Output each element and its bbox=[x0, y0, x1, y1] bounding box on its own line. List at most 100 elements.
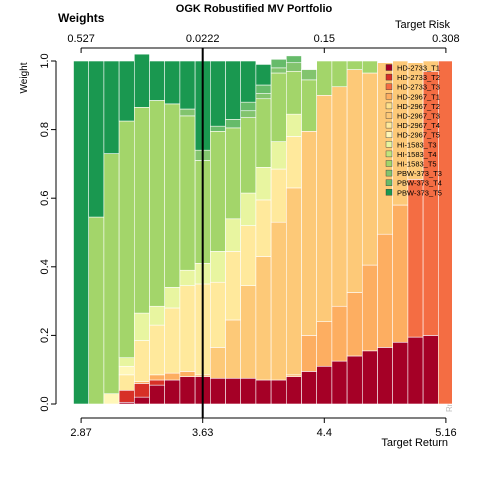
bar-segment bbox=[225, 218, 241, 252]
bar-segment bbox=[164, 287, 181, 309]
bar-segment bbox=[118, 60, 135, 122]
bar-segment bbox=[316, 95, 333, 322]
bar-segment bbox=[149, 384, 165, 405]
top-axis-label: Target Risk bbox=[395, 19, 451, 31]
bar-segment bbox=[285, 136, 302, 189]
legend-label: HD-2967_T3 bbox=[397, 112, 440, 121]
legend-swatch bbox=[385, 179, 393, 186]
bar-segment bbox=[361, 72, 378, 266]
bar-segment bbox=[270, 58, 287, 69]
bar-segment bbox=[316, 365, 333, 405]
bar-segment bbox=[240, 377, 257, 405]
corner-title: Weights bbox=[58, 11, 105, 25]
legend-swatch bbox=[385, 141, 393, 148]
axes: 0.0 0.2 0.4 0.6 0.8 1.0 2.87 3.63 4.4 5.16 0.527 0.… bbox=[39, 33, 460, 439]
bar-segment bbox=[361, 60, 378, 74]
bar-segment bbox=[270, 141, 287, 170]
bar-segment bbox=[73, 60, 89, 405]
bar-segment bbox=[210, 125, 226, 132]
bar-segment bbox=[270, 168, 287, 223]
bar-segment bbox=[225, 60, 241, 120]
bar-segment bbox=[225, 251, 241, 321]
legend-swatch bbox=[385, 73, 393, 81]
bar-stacks bbox=[73, 53, 453, 405]
bar-segment bbox=[346, 292, 363, 357]
bar-segment bbox=[407, 179, 424, 338]
bar-segment bbox=[179, 115, 196, 271]
legend: HD-2733_T1HD-2733_T2HD-2733_T3HD-2967_T1… bbox=[385, 64, 442, 197]
legend-label: HD-2967_T1 bbox=[397, 92, 440, 101]
legend-label: HD-2967_T4 bbox=[397, 121, 440, 130]
bar-segment bbox=[270, 72, 287, 142]
bar-segment bbox=[301, 131, 317, 336]
bar-segment bbox=[240, 110, 257, 118]
bar-segment bbox=[255, 84, 272, 94]
legend-label: PBW-373_T5 bbox=[397, 188, 442, 197]
top-tick-label: 0.0222 bbox=[186, 33, 220, 45]
bar-segment bbox=[118, 365, 135, 376]
top-tick-label: 0.308 bbox=[432, 33, 460, 45]
bar-segment bbox=[118, 389, 135, 403]
bar-segment bbox=[301, 69, 317, 81]
bar-segment bbox=[270, 379, 287, 405]
bar-segment bbox=[179, 60, 196, 110]
bar-segment bbox=[149, 324, 165, 376]
bar-segment bbox=[285, 62, 302, 72]
bar-segment bbox=[316, 60, 333, 96]
bar-segment bbox=[255, 256, 272, 381]
y-tick-label: 0.8 bbox=[39, 122, 51, 137]
bar-segment bbox=[103, 393, 120, 405]
bar-segment bbox=[179, 371, 196, 377]
legend-swatch bbox=[385, 131, 393, 138]
bar-segment bbox=[255, 98, 272, 168]
bar-segment bbox=[331, 86, 348, 307]
bar-segment bbox=[240, 117, 257, 194]
legend-label: PBW-373_T4 bbox=[397, 179, 442, 188]
bar-segment bbox=[149, 60, 165, 101]
legend-swatch bbox=[385, 112, 393, 119]
bar-segment bbox=[270, 67, 287, 74]
bar-segment bbox=[240, 60, 257, 103]
bar-segment bbox=[225, 319, 241, 379]
bar-segment bbox=[210, 60, 226, 127]
bar-segment bbox=[225, 119, 241, 129]
bar-segment bbox=[270, 221, 287, 381]
bar-segment bbox=[118, 374, 135, 391]
legend-label: HI-1583_T5 bbox=[397, 160, 437, 169]
bar-segment bbox=[134, 53, 150, 108]
bar-segment bbox=[240, 225, 257, 286]
bar-segment bbox=[255, 64, 272, 86]
y-tick-label: 0.4 bbox=[39, 259, 51, 274]
bar-segment bbox=[285, 55, 302, 64]
bar-segment bbox=[255, 379, 272, 405]
bar-segment bbox=[164, 60, 181, 105]
bar-segment bbox=[437, 60, 453, 405]
y-tick-label: 0.2 bbox=[39, 328, 51, 343]
bar-segment bbox=[285, 187, 302, 376]
bar-segment bbox=[210, 251, 226, 283]
bar-segment bbox=[179, 108, 196, 117]
y-tick-label: 1.0 bbox=[39, 53, 51, 68]
legend-label: PBW-373_T3 bbox=[397, 169, 442, 178]
bar-segment bbox=[134, 383, 150, 398]
bar-segment bbox=[149, 305, 165, 326]
bar-segment bbox=[164, 307, 181, 374]
bar-segment bbox=[134, 340, 150, 383]
bar-segment bbox=[361, 264, 378, 352]
bar-segment bbox=[285, 113, 302, 137]
legend-swatch bbox=[385, 150, 393, 158]
bar-segment bbox=[301, 371, 317, 405]
legend-swatch bbox=[385, 189, 393, 196]
legend-swatch bbox=[385, 64, 393, 71]
top-tick-label: 0.527 bbox=[67, 33, 95, 45]
bar-segment bbox=[88, 216, 105, 405]
bar-segment bbox=[240, 285, 257, 379]
legend-swatch bbox=[385, 83, 393, 90]
legend-label: HD-2733_T3 bbox=[397, 83, 440, 92]
x-tick-label: 2.87 bbox=[70, 427, 91, 439]
legend-swatch bbox=[385, 169, 393, 177]
bar-segment bbox=[255, 93, 272, 100]
bar-segment bbox=[149, 374, 165, 381]
legend-label: HD-2733_T2 bbox=[397, 73, 440, 82]
